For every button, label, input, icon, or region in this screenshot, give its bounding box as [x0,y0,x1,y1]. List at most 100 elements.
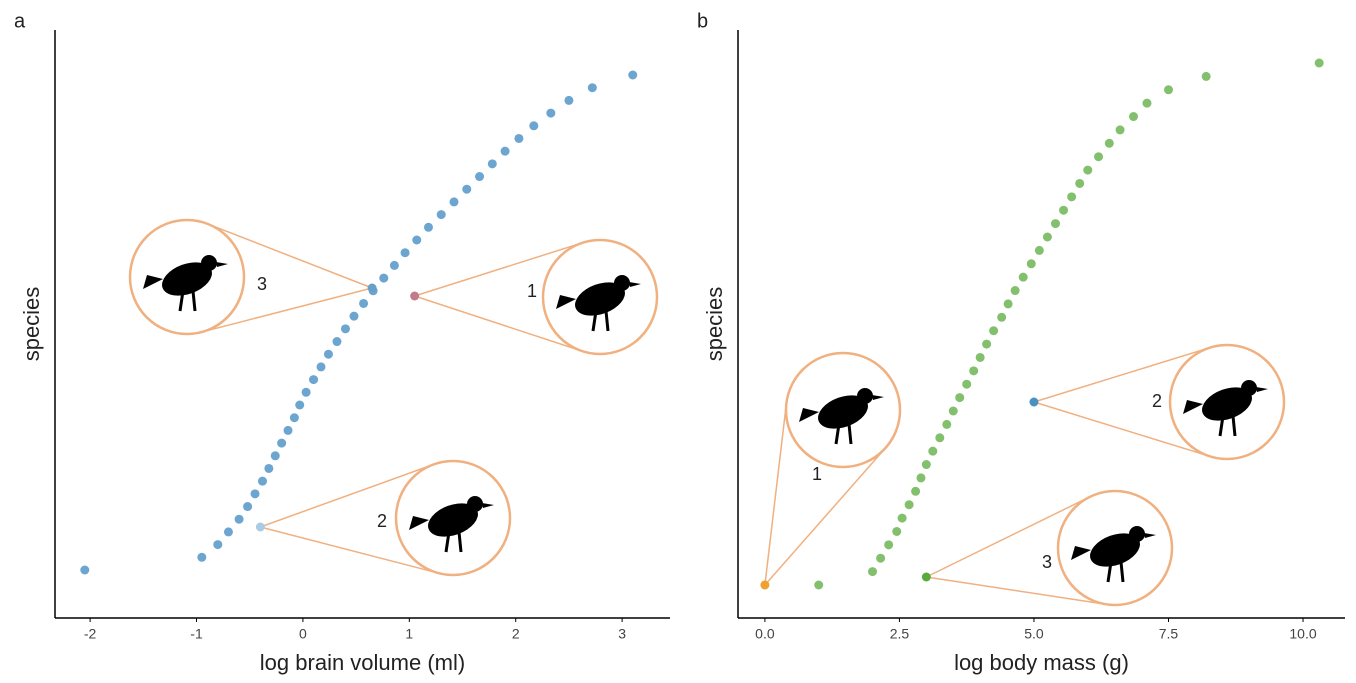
callout-line [926,576,1107,606]
silhouette [1090,533,1140,567]
point [997,312,1007,322]
point [916,473,926,483]
point [514,133,524,143]
point [1083,165,1093,175]
point [1163,85,1173,95]
silhouette [818,395,868,429]
silhouette [201,255,217,271]
point [213,540,223,550]
point [436,210,446,220]
y-axis-label: species [702,287,727,362]
point [323,349,333,359]
point [868,567,878,577]
point [911,486,921,496]
callout-number: 2 [1152,391,1162,411]
point [892,526,902,536]
point [379,273,389,283]
x-tick-label: 10.0 [1289,626,1316,642]
point [332,337,342,347]
highlighted-point [1029,397,1039,407]
point [529,121,539,131]
point [904,500,914,510]
silhouette [1202,387,1252,421]
silhouette [799,395,884,422]
point [449,197,459,207]
point [295,400,305,410]
point [1129,112,1139,122]
point [1050,219,1060,229]
silhouette [178,290,197,312]
callout-number: 3 [1042,552,1052,572]
x-tick-label: 5.0 [1024,626,1044,642]
highlighted-point [367,283,377,293]
point [1059,205,1069,215]
point [975,352,985,362]
silhouette [575,282,625,316]
point [897,513,907,523]
point [500,146,510,156]
point [1201,71,1211,81]
callout-number: 2 [377,511,387,531]
point [475,172,485,182]
point [1018,272,1028,282]
callout-number: 1 [812,464,822,484]
silhouette [1106,561,1125,583]
point [257,476,267,486]
point [928,446,938,456]
silhouette [143,262,228,289]
point [1026,259,1036,269]
callout-line [1033,346,1211,403]
callout-line [1033,401,1211,458]
silhouette [1183,387,1268,414]
point [1034,245,1044,255]
point [942,419,952,429]
point [962,379,972,389]
point [955,393,965,403]
point [423,222,433,232]
callout-line [764,447,887,586]
silhouette [409,503,494,530]
point [1314,58,1324,68]
point [223,527,233,537]
callout-line [260,526,439,574]
point [628,70,638,80]
point [884,540,894,550]
point [316,362,326,372]
point [349,311,359,321]
point [277,438,287,448]
point [982,339,992,349]
x-tick-label: 0.0 [755,626,775,642]
silhouette [857,388,873,404]
silhouette [834,423,853,445]
highlighted-point [410,291,420,301]
point [270,451,280,461]
y-axis-label: species [19,287,44,362]
point [1075,178,1085,188]
point [935,433,945,443]
x-tick-label: 2 [512,626,520,642]
x-axis-label: log brain volume (ml) [260,650,465,675]
callout-line [414,241,583,297]
callout-line [926,496,1091,578]
silhouette [467,496,483,512]
point [1042,232,1052,242]
silhouette [556,282,641,309]
point [283,425,293,435]
x-tick-label: 2.5 [890,626,910,642]
x-tick-label: 7.5 [1159,626,1179,642]
point [1104,138,1114,148]
silhouette [1129,526,1145,542]
callout-line [207,223,373,289]
point [359,298,369,308]
x-tick-label: 0 [299,626,307,642]
point [250,489,260,499]
point [462,184,472,194]
silhouette [162,262,212,296]
x-axis-label: log body mass (g) [954,650,1129,675]
callout-line [414,295,583,352]
silhouette [1218,415,1237,437]
point [243,502,253,512]
highlighted-point [921,572,931,582]
point [264,463,274,473]
